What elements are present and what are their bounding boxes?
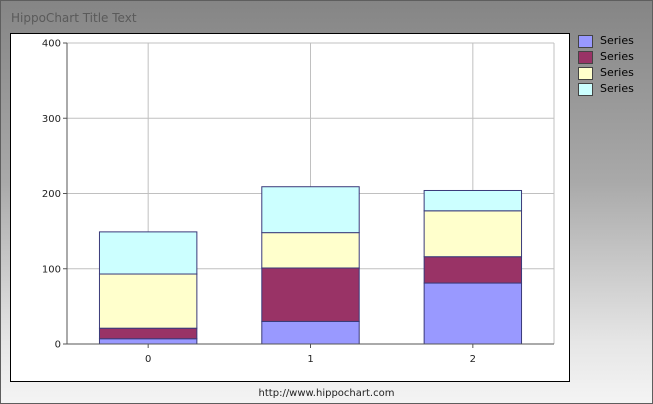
legend-swatch xyxy=(578,67,593,80)
bar-segment-s2-c1 xyxy=(261,232,360,269)
y-tick-label: 200 xyxy=(42,189,61,200)
axes xyxy=(63,42,554,348)
bar-segment-s0-c0 xyxy=(98,338,198,345)
y-tick-label: 100 xyxy=(42,264,61,275)
legend-label: Series xyxy=(600,82,634,95)
y-tick-label: 300 xyxy=(42,114,61,125)
bar-segment-s2-c2 xyxy=(423,210,523,258)
footer-url: http://www.hippochart.com xyxy=(258,388,395,399)
bar-segment-s0-c1 xyxy=(261,320,360,345)
x-tick-label: 1 xyxy=(307,354,313,365)
legend-label: Series xyxy=(600,34,634,47)
chart-title: HippoChart Title Text xyxy=(11,11,137,25)
y-tick-label: 0 xyxy=(55,340,61,351)
y-tick-label: 400 xyxy=(42,39,61,50)
bar-segment-s2-c0 xyxy=(98,273,198,329)
x-tick-label: 2 xyxy=(470,354,476,365)
bar-segment-s3-c0 xyxy=(98,231,198,275)
bar-segment-s3-c2 xyxy=(423,189,523,212)
bar-segment-s1-c0 xyxy=(98,327,198,340)
legend-label: Series xyxy=(600,66,634,79)
bar-segment-s3-c1 xyxy=(261,186,360,234)
legend-swatch xyxy=(578,83,593,96)
bar-segment-s0-c2 xyxy=(423,282,523,345)
legend-swatch xyxy=(578,35,593,48)
bar-segment-s1-c2 xyxy=(423,256,523,284)
x-tick-label: 0 xyxy=(145,354,151,365)
tick-labels: 0 100 200 300 400 0 1 2 xyxy=(42,39,476,366)
bar-segment-s1-c1 xyxy=(261,267,360,322)
legend-label: Series xyxy=(600,50,634,63)
bar-stacks xyxy=(98,186,523,345)
legend-swatch xyxy=(578,51,593,64)
